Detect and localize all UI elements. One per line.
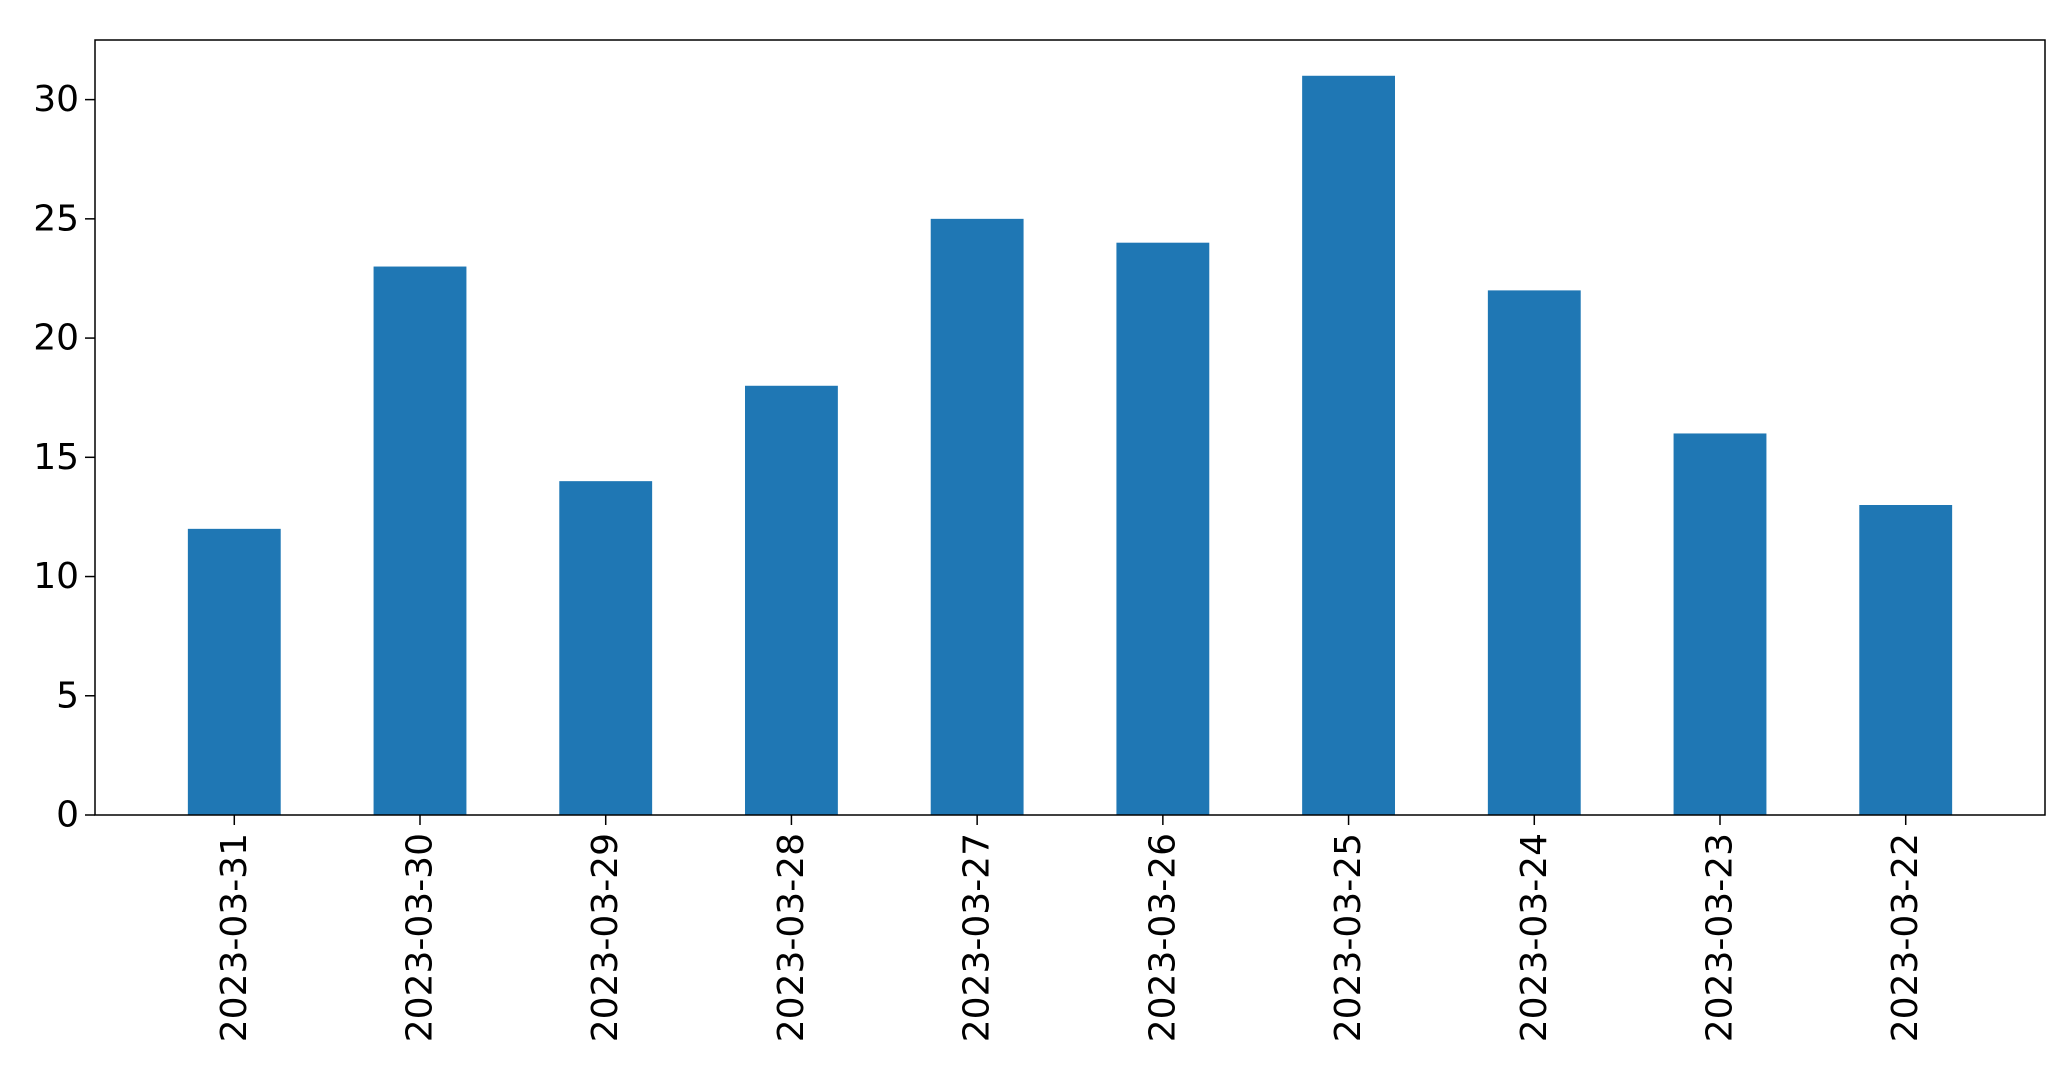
y-tick-label: 25 bbox=[33, 198, 79, 239]
x-tick-label: 2023-03-25 bbox=[1328, 833, 1369, 1042]
x-tick-label: 2023-03-27 bbox=[957, 833, 998, 1042]
bar-2023-03-24 bbox=[1487, 290, 1581, 815]
y-axis: 0 5 10 15 20 25 30 bbox=[33, 79, 95, 836]
bar-2023-03-22 bbox=[1859, 505, 1953, 815]
y-tick-label: 0 bbox=[56, 795, 79, 836]
bar-2023-03-27 bbox=[930, 218, 1024, 815]
bar-2023-03-23 bbox=[1673, 433, 1767, 815]
y-tick-label: 15 bbox=[33, 437, 79, 478]
y-tick-label: 20 bbox=[33, 318, 79, 359]
x-tick-label: 2023-03-28 bbox=[771, 833, 812, 1042]
x-tick-label: 2023-03-31 bbox=[214, 833, 255, 1042]
bar-2023-03-31 bbox=[187, 528, 281, 815]
x-tick-label: 2023-03-30 bbox=[400, 833, 441, 1042]
bar-2023-03-28 bbox=[745, 385, 838, 815]
x-tick-label: 2023-03-24 bbox=[1514, 833, 1555, 1042]
x-tick-label: 2023-03-22 bbox=[1885, 833, 1926, 1042]
bar-2023-03-25 bbox=[1302, 75, 1395, 816]
x-tick-label: 2023-03-26 bbox=[1142, 833, 1183, 1042]
plot-frame bbox=[94, 39, 2046, 816]
y-tick-label: 10 bbox=[33, 556, 79, 597]
y-tick-label: 5 bbox=[56, 675, 79, 716]
x-tick-label: 2023-03-29 bbox=[585, 833, 626, 1042]
bars-group bbox=[187, 75, 1953, 816]
bar-2023-03-29 bbox=[559, 481, 653, 815]
x-axis: 2023-03-31 2023-03-30 2023-03-29 2023-03-28… bbox=[214, 815, 1926, 1042]
bar-2023-03-30 bbox=[373, 266, 467, 815]
bar-2023-03-26 bbox=[1116, 242, 1210, 815]
x-tick-label: 2023-03-23 bbox=[1700, 833, 1741, 1042]
y-tick-label: 30 bbox=[33, 79, 79, 120]
